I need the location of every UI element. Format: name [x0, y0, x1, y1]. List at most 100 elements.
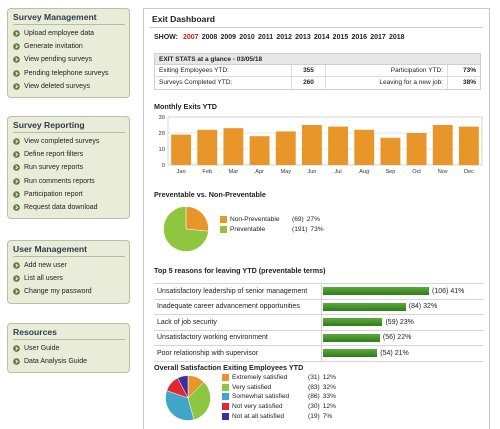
exit-dashboard-panel: Exit Dashboard SHOW: 2007 2008 2009 2010 201…	[143, 8, 490, 429]
legend-count: (83)	[308, 383, 320, 391]
nav-item-survey-reporting[interactable]: Request data download	[13, 201, 125, 214]
x-tick-label: Nov	[438, 169, 448, 175]
nav-item-survey-management[interactable]: Generate invitation	[13, 40, 125, 53]
nav-item-survey-management[interactable]: View pending surveys	[13, 53, 125, 66]
nav-item-survey-reporting[interactable]: Run survey reports	[13, 161, 125, 174]
reason-bar	[323, 318, 383, 327]
legend-percent: 7%	[322, 412, 333, 420]
legend-count: (191)	[292, 225, 308, 233]
reason-label: Poor relationship with supervisor	[154, 346, 322, 361]
legend-percent: 32%	[322, 383, 336, 391]
resources-title: Resources	[13, 327, 125, 340]
bar	[197, 129, 218, 165]
legend-percent: 73%	[310, 225, 324, 233]
year-selector: SHOW: 2007 2008 2009 2010 2011 2012 2013 2014 20…	[154, 34, 405, 41]
bullet-arrow-icon	[13, 138, 20, 145]
bar	[171, 134, 192, 165]
stats-value: 73%	[462, 67, 476, 74]
nav-item-label: Participation report	[24, 190, 83, 198]
bar	[328, 126, 349, 165]
bullet-arrow-icon	[13, 262, 20, 269]
legend-swatch	[220, 225, 227, 233]
bar	[432, 125, 453, 165]
stats-label: Exiting Employees YTD:	[155, 65, 292, 76]
nav-item-label: Run survey reports	[24, 164, 84, 172]
legend-swatch	[222, 403, 229, 411]
bullet-arrow-icon	[13, 358, 20, 366]
y-tick-label: 10	[159, 147, 165, 153]
reason-row: Unsatisfactory working environment (56) 2…	[154, 330, 484, 346]
bar	[223, 128, 244, 165]
nav-item-label: View deleted surveys	[24, 82, 91, 90]
nav-item-survey-management[interactable]: Upload employee data	[13, 27, 125, 40]
reason-label: Unsatisfactory working environment	[154, 330, 322, 345]
nav-item-survey-management[interactable]: Pending telephone surveys	[13, 67, 125, 80]
reason-value: (59) 23%	[385, 318, 414, 326]
stats-label: Participation YTD:	[326, 65, 448, 76]
x-tick-label: Apr	[255, 169, 264, 175]
nav-item-label: Add new user	[24, 262, 67, 270]
satisfaction-legend: Extremely satisfied (31) 12% Very satisfied…	[222, 373, 336, 421]
legend-label: Extremely satisfied	[232, 374, 288, 382]
nav-item-resources[interactable]: User Guide	[13, 342, 125, 355]
nav-item-user-management[interactable]: Add new user	[13, 259, 125, 272]
year-link[interactable]: 2014	[313, 34, 330, 41]
reason-value: (106) 41%	[432, 287, 465, 295]
stats-label: Surveys Completed YTD:	[155, 77, 292, 89]
satisfaction-pie-chart	[165, 375, 211, 421]
nav-item-label: Run comments reports	[24, 177, 95, 185]
legend-item: Extremely satisfied (31) 12%	[222, 373, 336, 383]
legend-swatch	[222, 412, 229, 420]
survey-management-title: Survey Management	[13, 12, 125, 25]
nav-item-survey-management[interactable]: View deleted surveys	[13, 80, 125, 93]
nav-item-label: Define report filters	[24, 151, 84, 159]
x-tick-label: Jan	[177, 169, 186, 175]
reason-label: Inadequate career advancement opportunit…	[154, 299, 322, 314]
stats-row: Exiting Employees YTD: 355 Participation…	[155, 65, 480, 77]
bullet-arrow-icon	[13, 204, 20, 211]
year-link[interactable]: 2013	[295, 34, 311, 41]
year-link[interactable]: 2012	[276, 34, 292, 41]
pie-slice	[177, 375, 189, 399]
reason-value: (56) 22%	[382, 334, 412, 342]
preventable-legend: Non-Preventable (69) 27% Preventable (191) 73…	[220, 215, 324, 234]
x-tick-label: Mar	[229, 169, 239, 175]
legend-count: (30)	[308, 403, 320, 411]
nav-item-survey-reporting[interactable]: Participation report	[13, 188, 125, 201]
y-tick-label: 20	[159, 131, 165, 137]
year-link[interactable]: 2017	[370, 34, 386, 41]
x-tick-label: Feb	[202, 169, 212, 175]
nav-item-survey-reporting[interactable]: View completed surveys	[13, 135, 125, 148]
year-link[interactable]: 2007	[182, 34, 199, 41]
bullet-arrow-icon	[13, 191, 20, 198]
survey-reporting-panel: Survey Reporting View completed surveys D…	[7, 116, 130, 220]
reason-value: (84) 32%	[408, 303, 438, 311]
year-link[interactable]: 2011	[258, 34, 274, 41]
year-link[interactable]: 2018	[388, 34, 405, 41]
year-link[interactable]: 2010	[239, 34, 255, 41]
year-link[interactable]: 2015	[332, 34, 349, 41]
nav-item-user-management[interactable]: Change my password	[13, 285, 125, 298]
nav-item-survey-reporting[interactable]: Define report filters	[13, 148, 125, 161]
reasons-table: Unsatisfactory leadership of senior mana…	[154, 283, 484, 362]
legend-percent: 33%	[322, 393, 336, 401]
bullet-arrow-icon	[13, 30, 20, 37]
legend-item: Somewhat satisfied (86) 33%	[222, 392, 336, 402]
year-link[interactable]: 2009	[220, 34, 237, 41]
monthly-exits-chart: 0 10 20 30 Jan Feb Mar Apr May Jun Jul Aug Sep Oct Nov…	[159, 115, 483, 175]
year-link[interactable]: 2008	[201, 34, 218, 41]
reason-value: (54) 21%	[380, 349, 409, 357]
legend-swatch	[220, 216, 227, 224]
reason-row: Inadequate career advancement opportunit…	[154, 299, 484, 315]
nav-item-survey-reporting[interactable]: Run comments reports	[13, 175, 125, 188]
bar	[275, 131, 296, 165]
reason-row: Poor relationship with supervisor (54) 21…	[154, 346, 484, 362]
bar	[249, 136, 270, 165]
year-link[interactable]: 2016	[351, 34, 368, 41]
nav-item-label: Upload employee data	[24, 30, 95, 38]
exit-stats-table: EXIT STATS at a glance - 03/05/18 Exitin…	[154, 53, 481, 90]
nav-item-user-management[interactable]: List all users	[13, 272, 125, 285]
legend-label: Not at all satisfied	[232, 412, 285, 420]
x-tick-label: Aug	[359, 169, 369, 175]
nav-item-resources[interactable]: Data Analysis Guide	[13, 355, 125, 368]
